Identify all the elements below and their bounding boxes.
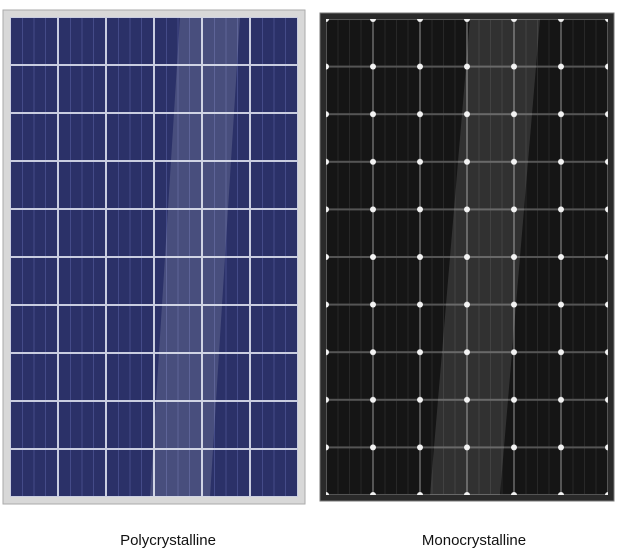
caption: Monocrystalline: [422, 532, 526, 549]
panel-cells: [326, 19, 608, 495]
caption: Polycrystalline: [120, 532, 216, 549]
monocrystalline-panel: [319, 12, 615, 502]
glare: [430, 19, 540, 495]
glare: [150, 17, 240, 497]
polycrystalline-panel: [2, 9, 306, 505]
panel-cells: [10, 17, 298, 497]
